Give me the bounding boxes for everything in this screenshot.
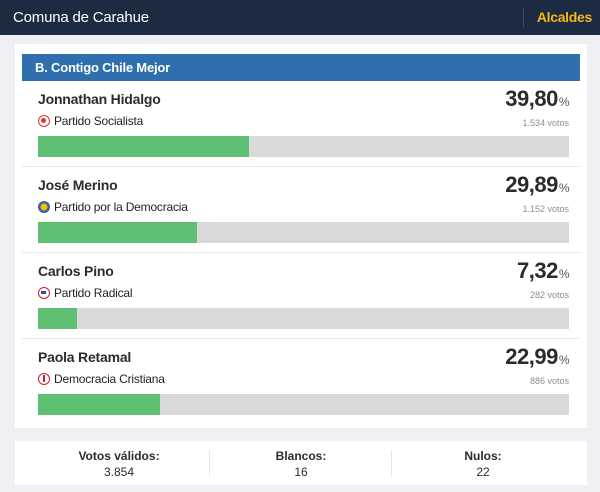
pr-party-icon bbox=[38, 287, 50, 299]
topbar-divider bbox=[523, 8, 524, 28]
candidate-party: Partido por la Democracia bbox=[38, 200, 188, 214]
candidate-percent: 22,99% bbox=[505, 344, 569, 369]
dc-party-icon bbox=[38, 373, 50, 385]
party-name: Partido Socialista bbox=[54, 114, 144, 128]
candidate-votes: 1.534 votos bbox=[522, 118, 569, 128]
summary-validos: Votos válidos: 3.854 bbox=[29, 441, 209, 485]
candidate-votes: 886 votos bbox=[529, 376, 569, 386]
candidate-percent: 7,32% bbox=[517, 258, 570, 283]
summary-nulos: Nulos: 22 bbox=[393, 441, 573, 485]
summary-divider bbox=[391, 450, 392, 476]
vote-summary: Votos válidos: 3.854 Blancos: 16 Nulos: … bbox=[15, 441, 587, 485]
candidate-name: Paola Retamal bbox=[38, 349, 132, 365]
commune-title: Comuna de Carahue bbox=[13, 9, 149, 26]
results-card: B. Contigo Chile Mejor Jonnathan Hidalgo… bbox=[15, 44, 587, 428]
summary-blancos: Blancos: 16 bbox=[211, 441, 391, 485]
vote-bar-track bbox=[38, 222, 569, 243]
vote-bar-track bbox=[38, 394, 569, 415]
list-header: B. Contigo Chile Mejor bbox=[22, 54, 580, 81]
candidate-votes: 282 votos bbox=[529, 290, 569, 300]
vote-bar-fill bbox=[38, 308, 77, 329]
blancos-label: Blancos: bbox=[275, 449, 327, 463]
blancos-value: 16 bbox=[294, 465, 308, 479]
candidate-row: Jonnathan Hidalgo Partido Socialista 39,… bbox=[22, 81, 580, 167]
candidate-percent: 29,89% bbox=[505, 172, 569, 197]
candidate-party: Partido Socialista bbox=[38, 114, 143, 128]
vote-bar-fill bbox=[38, 136, 250, 157]
ps-party-icon bbox=[38, 115, 50, 127]
ppd-party-icon bbox=[38, 201, 50, 213]
vote-bar-track bbox=[38, 308, 569, 329]
party-name: Partido por la Democracia bbox=[54, 200, 188, 214]
candidate-party: Democracia Cristiana bbox=[38, 372, 165, 386]
party-name: Partido Radical bbox=[54, 286, 133, 300]
top-bar: Comuna de Carahue Alcaldes bbox=[0, 0, 600, 35]
validos-value: 3.854 bbox=[103, 465, 135, 479]
candidate-name: Carlos Pino bbox=[38, 263, 114, 279]
candidate-name: Jonnathan Hidalgo bbox=[38, 91, 161, 107]
candidate-row: Carlos Pino Partido Radical 7,32% 282 vo… bbox=[22, 253, 580, 339]
alcaldes-link[interactable]: Alcaldes bbox=[536, 9, 592, 25]
vote-bar-track bbox=[38, 136, 569, 157]
candidate-percent: 39,80% bbox=[505, 86, 569, 111]
nulos-value: 22 bbox=[476, 465, 490, 479]
party-name: Democracia Cristiana bbox=[54, 372, 165, 386]
nulos-label: Nulos: bbox=[464, 449, 502, 463]
candidate-row: Paola Retamal Democracia Cristiana 22,99… bbox=[22, 339, 580, 425]
vote-bar-fill bbox=[38, 394, 161, 415]
candidate-row: José Merino Partido por la Democracia 29… bbox=[22, 167, 580, 253]
candidate-party: Partido Radical bbox=[38, 286, 133, 300]
summary-divider bbox=[209, 450, 210, 476]
candidate-name: José Merino bbox=[38, 177, 118, 193]
vote-bar-fill bbox=[38, 222, 197, 243]
candidate-votes: 1.152 votos bbox=[522, 204, 569, 214]
validos-label: Votos válidos: bbox=[78, 449, 160, 463]
